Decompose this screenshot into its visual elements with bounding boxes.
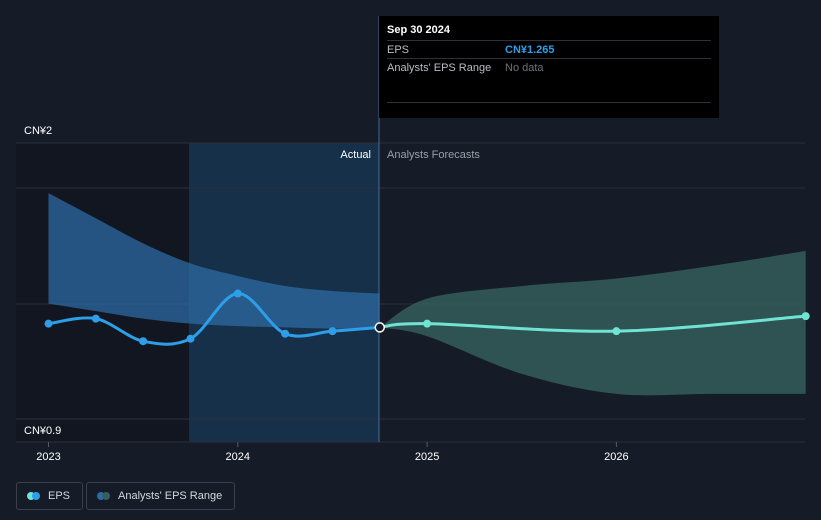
actual-label: Actual xyxy=(340,149,371,161)
range-legend-icon xyxy=(97,492,110,500)
tooltip-eps-label: EPS xyxy=(387,44,410,56)
eps_actual-point[interactable] xyxy=(186,334,195,343)
legend-eps-button[interactable]: EPS xyxy=(16,482,84,510)
x-tick-label: 2026 xyxy=(604,451,628,463)
tooltip-range-row: Analysts' EPS Range No data xyxy=(387,58,711,76)
eps-lines xyxy=(47,292,808,346)
tooltip-eps-value: CN¥1.265 xyxy=(505,44,555,56)
eps_actual-point[interactable] xyxy=(233,289,242,298)
eps-tooltip: Sep 30 2024 EPS CN¥1.265 Analysts' EPS R… xyxy=(379,16,719,118)
y-tick-label-bottom: CN¥0.9 xyxy=(24,425,61,437)
tooltip-divider xyxy=(387,102,711,103)
eps_forecast-line xyxy=(378,314,808,333)
eps-markers xyxy=(44,289,810,346)
legend-range-button[interactable]: Analysts' EPS Range xyxy=(86,482,236,510)
tooltip-date: Sep 30 2024 xyxy=(387,24,450,36)
legend-range-label: Analysts' EPS Range xyxy=(118,490,223,502)
y-tick-label-top: CN¥2 xyxy=(24,125,52,137)
tooltip-eps-row: EPS CN¥1.265 xyxy=(387,40,711,58)
eps_actual-point[interactable] xyxy=(281,329,290,338)
range-bands xyxy=(48,193,806,396)
eps_actual-line xyxy=(47,292,382,346)
tooltip-range-label: Analysts' EPS Range xyxy=(387,62,492,74)
eps_forecast-point[interactable] xyxy=(423,319,432,328)
eps_forecast-point[interactable] xyxy=(612,327,621,336)
eps_actual-point[interactable] xyxy=(44,319,53,328)
eps_actual-point[interactable] xyxy=(374,322,386,333)
range-band-forecast xyxy=(379,250,806,396)
eps-legend-icon xyxy=(27,492,40,500)
eps_actual-point[interactable] xyxy=(328,327,337,336)
eps_actual-point[interactable] xyxy=(91,314,100,323)
range-band-past xyxy=(48,193,380,329)
eps_forecast-point[interactable] xyxy=(801,312,810,321)
tooltip-range-value: No data xyxy=(505,62,544,74)
x-tick-label: 2025 xyxy=(415,451,439,463)
forecast-label: Analysts Forecasts xyxy=(387,149,480,161)
x-tick-label: 2024 xyxy=(226,451,250,463)
legend-eps-label: EPS xyxy=(48,490,71,502)
eps_actual-point[interactable] xyxy=(139,337,148,346)
x-tick-label: 2023 xyxy=(36,451,60,463)
x-axis-ticks: 2023 2024 2025 2026 xyxy=(36,442,629,463)
